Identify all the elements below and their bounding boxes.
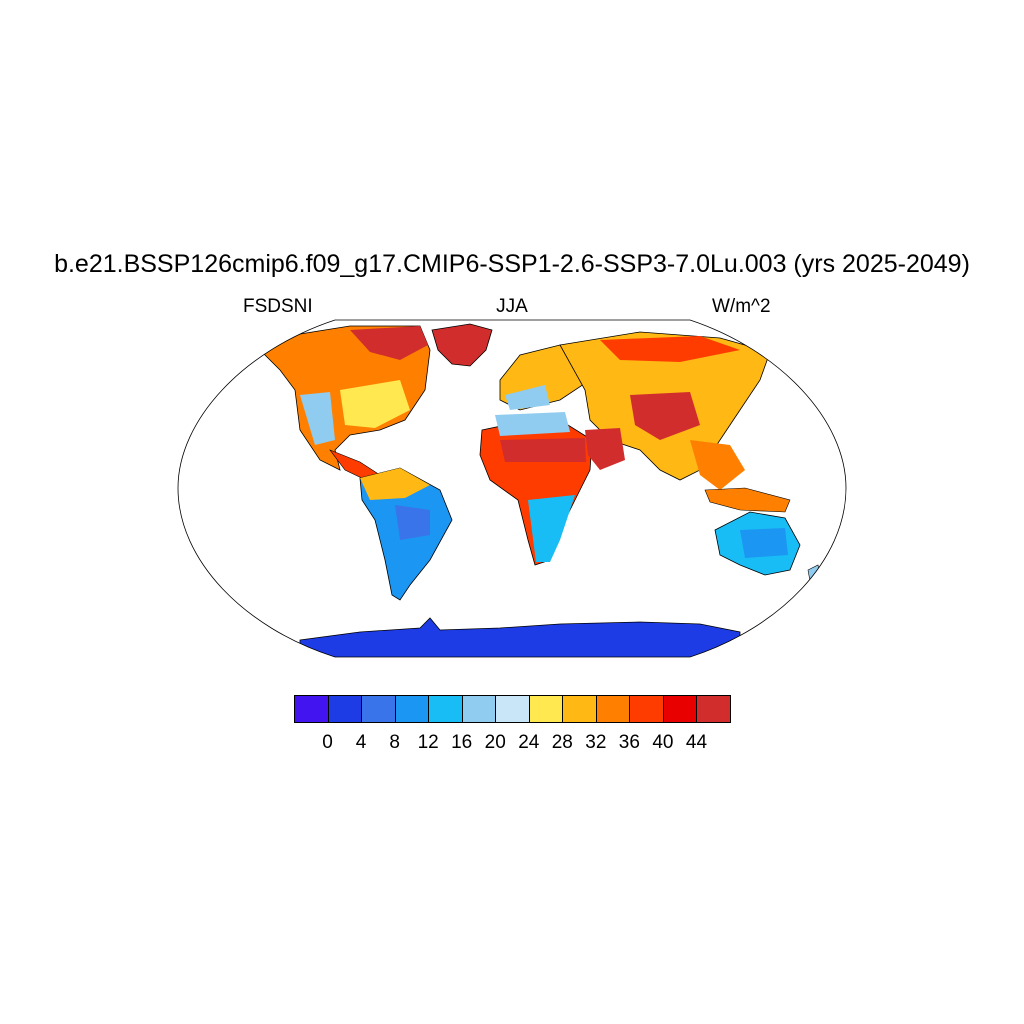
colorbar-tick-label: 4	[355, 732, 367, 753]
colorbar-box	[394, 695, 430, 723]
europe-west	[505, 385, 550, 410]
colorbar-tick-label: 44	[685, 732, 708, 753]
colorbar-tick-label: 28	[551, 732, 573, 753]
south-america-north	[360, 468, 430, 500]
colorbar-box	[327, 695, 363, 723]
colorbar-tick-label: 12	[417, 732, 439, 753]
north-america-arctic	[350, 326, 428, 360]
asia-southeast	[690, 440, 745, 490]
colorbar-box	[495, 695, 530, 723]
variable-label: FSDSNI	[243, 296, 313, 317]
colorbar-box	[595, 695, 631, 723]
colorbar-box	[528, 695, 564, 723]
colorbar-tick-label: 0	[322, 732, 333, 753]
colorbar-box	[662, 695, 698, 723]
asia-north	[600, 336, 740, 362]
maritime-asia	[704, 487, 791, 513]
greenland	[431, 323, 493, 367]
asia-arabia	[585, 428, 625, 470]
colorbar-box	[294, 695, 329, 723]
new-zealand	[807, 564, 823, 593]
colorbar-tick-label: 32	[585, 732, 607, 753]
south-america-center	[395, 505, 430, 540]
antarctica	[299, 617, 741, 657]
colorbar-box	[461, 695, 497, 723]
globe-outline	[177, 319, 847, 658]
north-america-east	[340, 380, 410, 428]
colorbar-box	[562, 695, 597, 723]
north-america-west	[300, 392, 335, 445]
colorbar-tick-label: 24	[518, 732, 540, 753]
colorbar-tick-label: 20	[484, 732, 506, 753]
colorbar-box	[428, 695, 463, 723]
africa-north-coast	[495, 412, 570, 436]
asia-tibet	[630, 392, 700, 440]
map-title: b.e21.BSSP126cmip6.f09_g17.CMIP6-SSP1-2.…	[54, 250, 970, 278]
colorbar	[294, 695, 731, 723]
season-label: JJA	[496, 296, 528, 317]
colorbar-tick-label: 36	[618, 732, 640, 753]
units-label: W/m^2	[712, 296, 771, 317]
colorbar-tick-label: 40	[652, 732, 674, 753]
colorbar-tick-label: 16	[451, 732, 473, 753]
africa-sahara	[500, 438, 586, 462]
colorbar-box	[629, 695, 664, 723]
colorbar-box	[361, 695, 396, 723]
australia-interior	[740, 528, 788, 558]
colorbar-box	[696, 695, 731, 723]
colorbar-tick-label: 8	[389, 732, 400, 753]
africa-south	[528, 495, 575, 562]
